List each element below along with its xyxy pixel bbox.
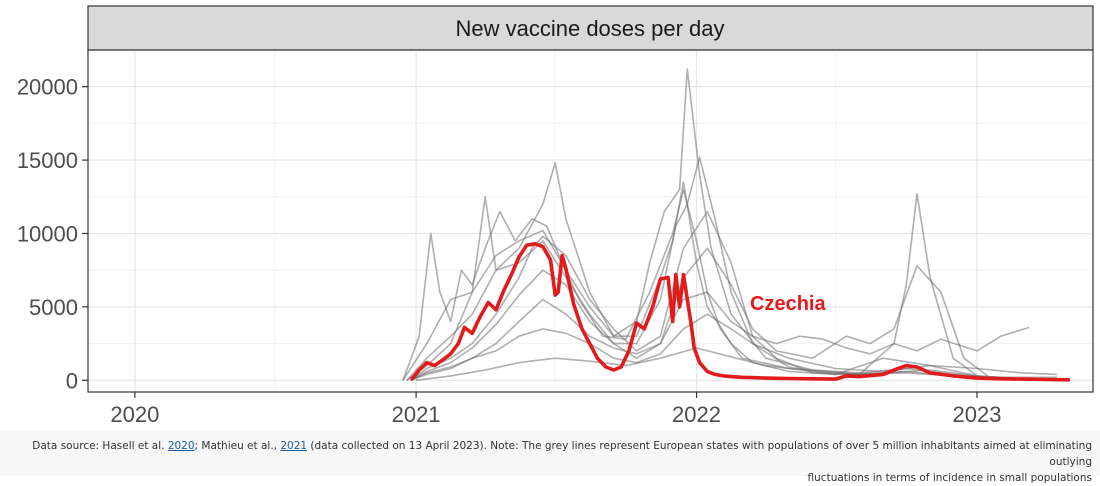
grey-country-line-2 bbox=[402, 188, 1001, 381]
caption-text-1: Data source: Hasell et al. bbox=[32, 440, 168, 452]
x-tick-label: 2021 bbox=[392, 402, 441, 427]
grey-country-line-9 bbox=[415, 347, 1057, 382]
plot-border bbox=[87, 49, 1094, 393]
y-tick-label: 20000 bbox=[17, 75, 78, 100]
caption-text-3: (data collected on 13 April 2023). Note:… bbox=[307, 440, 1092, 468]
x-tick-label: 2020 bbox=[110, 402, 159, 427]
czechia-line bbox=[410, 242, 1071, 382]
y-tick-label: 10000 bbox=[17, 221, 78, 246]
plot-panel bbox=[88, 50, 1093, 392]
facet-strip bbox=[87, 5, 1094, 51]
y-tick-label: 15000 bbox=[17, 148, 78, 173]
chart-title: New vaccine doses per day bbox=[455, 16, 724, 41]
mathieu-2021-link[interactable]: 2021 bbox=[280, 440, 308, 452]
x-tick-label: 2023 bbox=[953, 402, 1002, 427]
czechia-annotation: Czechia bbox=[750, 293, 826, 315]
y-tick-label: 0 bbox=[66, 368, 78, 393]
grid-lines bbox=[88, 50, 1093, 392]
grey-country-line-8 bbox=[410, 291, 1030, 382]
x-tick-label: 2022 bbox=[672, 402, 721, 427]
chart-container: New vaccine doses per day 2020 2021 2022 20… bbox=[17, 5, 1094, 427]
hasell-2020-link[interactable]: 2020 bbox=[167, 440, 195, 452]
caption-text-4: fluctuations in terms of incidence in sm… bbox=[807, 472, 1092, 484]
grey-country-line-5 bbox=[410, 193, 978, 381]
y-tick-label: 5000 bbox=[29, 295, 78, 320]
axes: 2020 2021 2022 2023 0 5000 10000 15000 20000 bbox=[17, 75, 1002, 427]
other-countries-lines bbox=[402, 68, 1057, 382]
figure-caption: Data source: Hasell et al. 2020; Mathieu… bbox=[0, 430, 1100, 484]
line-chart: New vaccine doses per day 2020 2021 2022 20… bbox=[17, 5, 1094, 427]
highlighted-country-line bbox=[410, 242, 1071, 382]
caption-text-2: ; Mathieu et al., bbox=[194, 440, 281, 452]
